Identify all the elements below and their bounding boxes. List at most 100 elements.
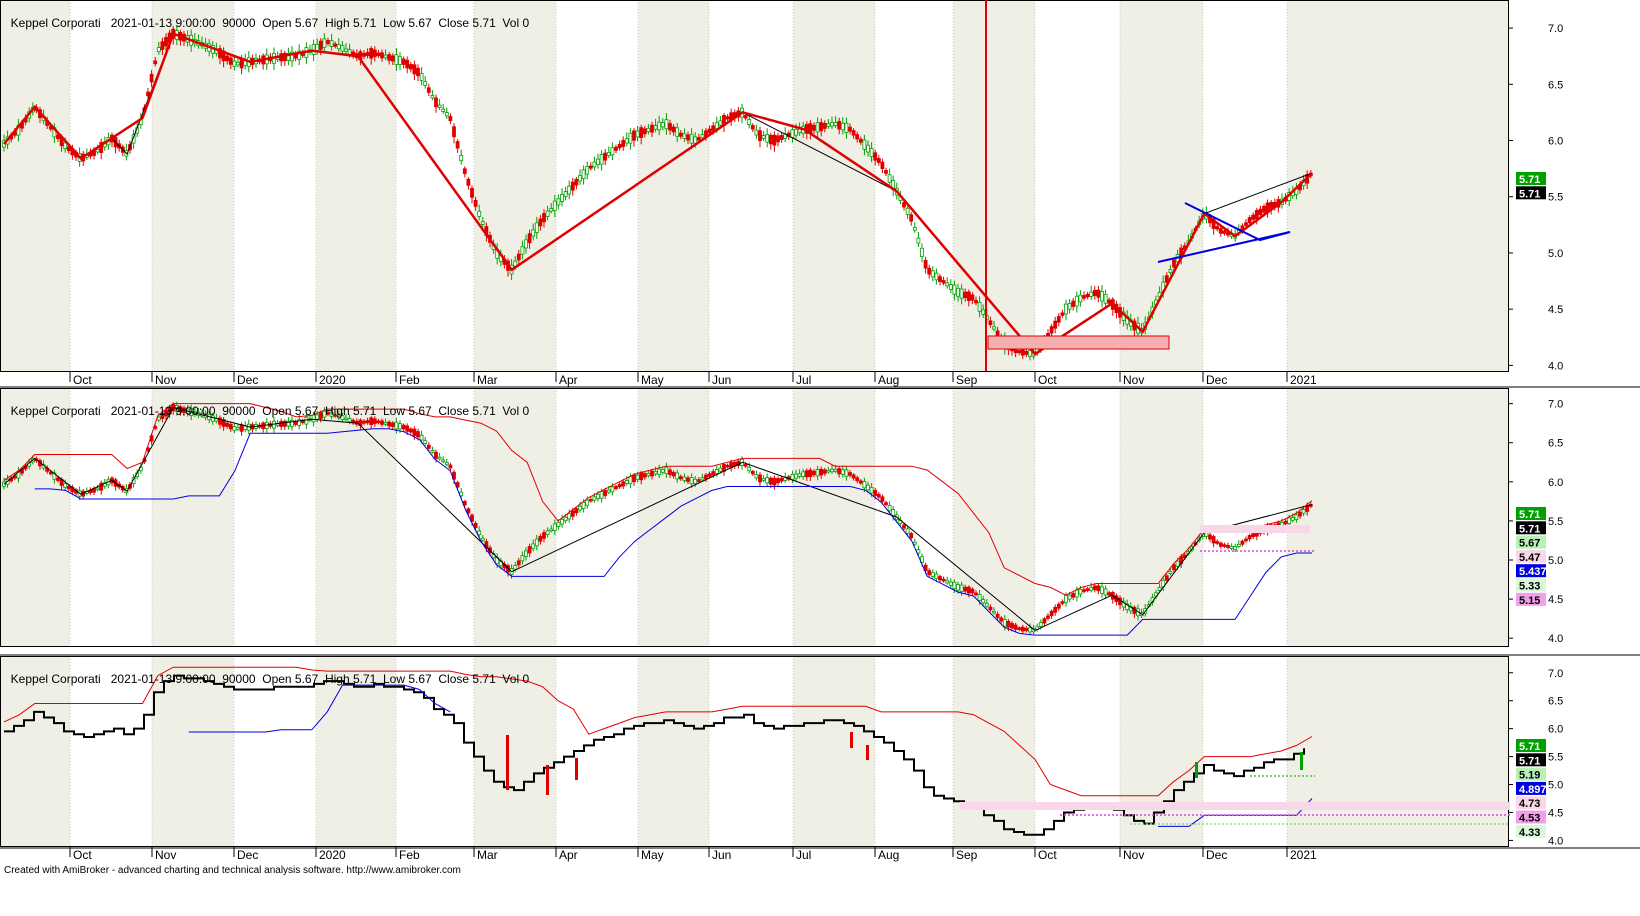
candle-body [851, 474, 856, 479]
candle-body [819, 122, 824, 132]
candle-body [542, 213, 546, 223]
candle-body [988, 606, 993, 611]
candle-body [758, 474, 762, 483]
candle-body [293, 421, 298, 425]
candle-body [473, 199, 478, 207]
candle-body [635, 474, 640, 480]
footer-credit: Created with AmiBroker - advanced charti… [4, 865, 461, 876]
candle-body [714, 122, 719, 130]
candle-body [462, 168, 467, 174]
candle-body [1056, 316, 1061, 323]
x-tick-label: Feb [399, 373, 420, 387]
candle-body [131, 134, 136, 144]
candle-body [790, 473, 795, 481]
candle-body [650, 124, 654, 133]
candle-body [419, 73, 424, 81]
candle-body [452, 126, 456, 138]
candle-body [441, 108, 446, 112]
price-badge-value: 5.43705 [1519, 566, 1559, 578]
candle-body [948, 284, 953, 290]
candle-body [560, 518, 564, 525]
candle-body [945, 580, 950, 584]
candle-body [578, 505, 582, 511]
candle-body [160, 412, 165, 419]
x-tick-label: 2020 [319, 373, 346, 387]
candle-body [383, 54, 388, 59]
candle-body [1078, 294, 1083, 303]
candle-body [1056, 603, 1061, 609]
signal-bar [850, 732, 853, 748]
candle-body [52, 472, 57, 480]
candle-body [383, 421, 388, 425]
candle-body [610, 147, 615, 156]
candle-body [657, 468, 662, 475]
candle-body [797, 473, 802, 477]
candle-body [963, 291, 968, 299]
x-tick-label: Jul [796, 373, 811, 387]
x-tick-label: Jun [712, 848, 731, 862]
candle-body [909, 214, 914, 222]
x-tick-label: Dec [1206, 848, 1227, 862]
candle-body [765, 134, 770, 143]
x-tick-label: Oct [73, 848, 92, 862]
candle-body [700, 134, 705, 139]
x-tick-label: Mar [477, 848, 498, 862]
candle-body [1024, 350, 1029, 355]
x-tick-label: Mar [477, 373, 498, 387]
candle-body [1002, 619, 1007, 627]
candle-body [1247, 535, 1252, 540]
candle-body [1010, 622, 1014, 629]
candle-body [830, 468, 834, 473]
candle-body [977, 302, 982, 312]
y-tick-label: 4.0 [1548, 360, 1563, 372]
candle-body [232, 426, 237, 431]
candle-body [603, 152, 608, 161]
low-label: Low 5.67 [383, 672, 432, 686]
price-badge: 4.33 [1516, 824, 1546, 839]
candle-body [326, 411, 330, 415]
price-badge-bg [1516, 767, 1546, 781]
pane3-header: Keppel Corporati 2021-01-13 9:00:00 9000… [4, 658, 529, 686]
candle-body [855, 134, 860, 140]
candle-body [444, 461, 449, 466]
candle-body [675, 127, 680, 137]
candle-body [401, 424, 406, 430]
candle-body [1107, 592, 1112, 596]
candle-body [315, 43, 320, 51]
candle-body [718, 467, 723, 472]
y-tick-label: 6.0 [1548, 724, 1563, 736]
candle-body [912, 541, 917, 545]
candle-body [516, 253, 521, 261]
candle-body [632, 474, 636, 483]
candle-body [621, 481, 626, 487]
candle-body [225, 55, 230, 62]
candle-body [1290, 517, 1295, 521]
candle-body [340, 45, 345, 52]
candle-body [808, 469, 813, 478]
y-tick-label: 6.5 [1548, 696, 1563, 708]
candle-body [236, 61, 240, 66]
candle-body [880, 161, 885, 169]
candle-body [286, 420, 291, 427]
candle-body [549, 208, 554, 212]
price-badge: 5.71 [1516, 753, 1546, 767]
month-band [152, 388, 234, 646]
price-badge-value: 5.71 [1519, 741, 1540, 753]
candle-body [545, 210, 550, 217]
y-tick-label: 6.0 [1548, 136, 1563, 148]
x-tick-label: Feb [399, 848, 420, 862]
candle-body [930, 270, 935, 278]
price-badge: 5.71 [1516, 507, 1546, 521]
candle-body [1006, 620, 1011, 628]
candle-body [228, 57, 233, 65]
candle-body [866, 144, 870, 153]
close-label: Close 5.71 [438, 16, 496, 30]
candle-body [714, 469, 719, 474]
y-tick-label: 5.5 [1548, 516, 1563, 528]
candle-body [1211, 536, 1216, 544]
candle-body [1092, 289, 1097, 296]
candle-body [815, 469, 820, 477]
candle-body [758, 130, 762, 142]
candle-body [1236, 544, 1241, 547]
interval-label: 90000 [222, 404, 256, 418]
